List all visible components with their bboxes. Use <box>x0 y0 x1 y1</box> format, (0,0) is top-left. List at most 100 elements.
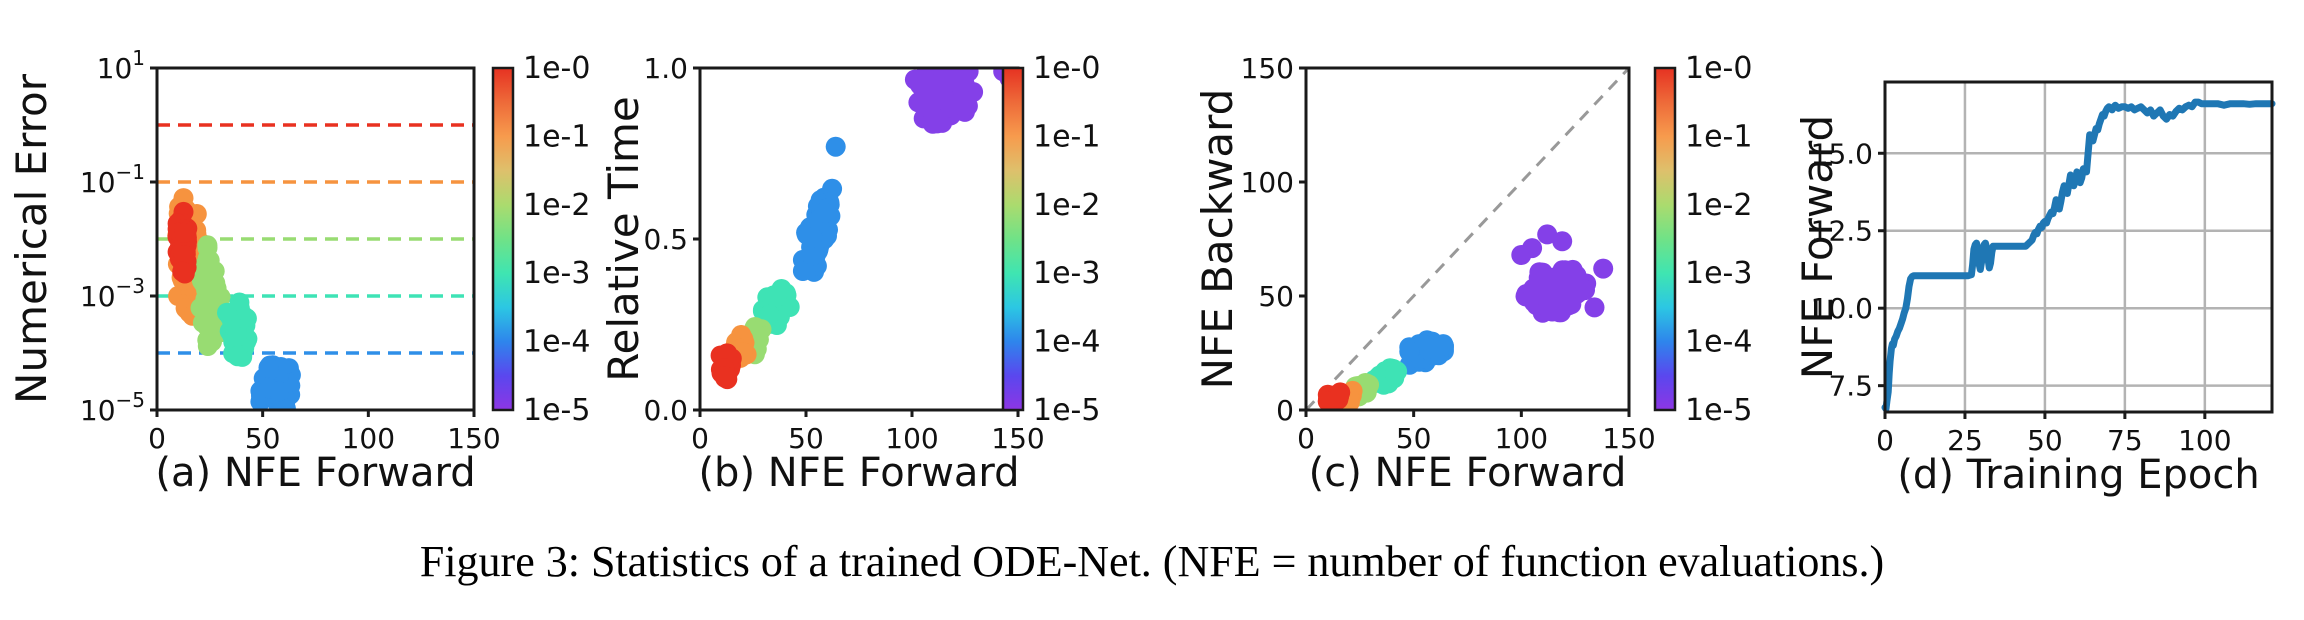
colorbar-labels: 1e-0 1e-1 1e-2 1e-3 1e-4 1e-5 <box>1685 51 1752 428</box>
cluster-tol-1e-5 <box>1511 224 1614 323</box>
y-tick-label: 0.0 <box>643 394 688 427</box>
x-tick-label: 50 <box>1396 422 1432 455</box>
y-tick-label: 100 <box>1241 166 1294 199</box>
x-axis-ticks: 0 50 100 150 <box>691 410 1045 455</box>
panel-a-chart: 0 50 100 150 101 10−1 10−3 10−5 (a) NFE Forward N… <box>7 46 590 496</box>
cluster-tol-1e-5 <box>904 68 1018 134</box>
y-tick-label: 12.5 <box>1811 215 1873 248</box>
x-axis-label: (c) NFE Forward <box>1309 450 1627 496</box>
colorbar-label: 1e-5 <box>523 393 590 428</box>
x-tick-label: 50 <box>245 422 281 455</box>
y-axis-label: Relative Time <box>600 96 648 382</box>
x-tick-label: 150 <box>447 422 500 455</box>
colorbar-label: 1e-0 <box>1033 51 1100 86</box>
colorbar-label: 1e-2 <box>523 188 590 223</box>
y-axis-ticks: 150 100 50 0 <box>1241 52 1306 427</box>
cluster-tol-1e-4 <box>792 136 846 282</box>
y-tick-label: 101 <box>97 46 145 85</box>
colorbar-label: 1e-0 <box>1685 51 1752 86</box>
y-tick-label: 7.5 <box>1828 370 1873 403</box>
x-axis-label: (d) Training Epoch <box>1897 452 2259 498</box>
colorbar-label: 1e-5 <box>1685 393 1752 428</box>
colorbar <box>1001 66 1025 412</box>
plot-border <box>1304 66 1631 412</box>
x-tick-label: 100 <box>1495 422 1548 455</box>
x-tick-label: 0 <box>1876 424 1894 457</box>
colorbar-label: 1e-5 <box>1033 393 1100 428</box>
panel-a-numerical-error-vs-nfe-forward: 0 50 100 150 101 10−1 10−3 10−5 (a) NFE Forward N… <box>0 0 600 500</box>
data-points <box>710 68 1018 390</box>
y-axis-label: Numerical Error <box>7 73 56 404</box>
cluster-tol-1e-4 <box>250 355 301 410</box>
x-tick-label: 150 <box>1602 422 1655 455</box>
x-tick-label: 150 <box>991 422 1044 455</box>
grid <box>1885 82 2272 412</box>
colorbar-label: 1e-3 <box>1685 256 1752 291</box>
colorbar-label: 1e-2 <box>1033 188 1100 223</box>
panel-b-chart: 0 50 100 150 1.0 0.5 0.0 (b) NFE Forward Relativ… <box>600 51 1100 496</box>
colorbar-label: 1e-2 <box>1685 188 1752 223</box>
y-axis-ticks: 15.0 12.5 10.0 7.5 <box>1811 137 1885 403</box>
diagonal-reference-line <box>1304 66 1631 412</box>
x-tick-label: 50 <box>788 422 824 455</box>
plot-border <box>1883 80 2274 414</box>
x-tick-label: 50 <box>2027 424 2063 457</box>
y-tick-label: 10−3 <box>80 274 145 313</box>
colorbar-label: 1e-4 <box>1033 325 1100 360</box>
y-tick-label: 10−5 <box>80 388 145 427</box>
x-tick-label: 75 <box>2107 424 2143 457</box>
y-tick-label: 0 <box>1276 394 1294 427</box>
x-tick-label: 0 <box>148 422 166 455</box>
colorbar <box>491 66 515 412</box>
x-tick-label: 100 <box>885 422 938 455</box>
colorbar-labels: 1e-0 1e-1 1e-2 1e-3 1e-4 1e-5 <box>1033 51 1100 428</box>
x-axis-ticks: 0 50 100 150 <box>1297 410 1656 455</box>
y-tick-label: 150 <box>1241 52 1294 85</box>
cluster-tol-1e-0 <box>710 343 742 390</box>
x-tick-label: 0 <box>691 422 709 455</box>
panel-c-nfe-backward-vs-nfe-forward: 0 50 100 150 150 100 50 0 (c) NFE Forward NFE Bac… <box>1190 0 1790 500</box>
y-tick-label: 1.0 <box>643 52 688 85</box>
x-axis-ticks: 0 25 50 75 100 <box>1876 412 2232 457</box>
x-tick-label: 0 <box>1297 422 1315 455</box>
colorbar-label: 1e-3 <box>523 256 590 291</box>
y-axis-ticks: 101 10−1 10−3 10−5 <box>80 46 157 427</box>
colorbar-label: 1e-0 <box>523 51 590 86</box>
data-points <box>167 188 301 410</box>
colorbar-label: 1e-1 <box>1685 119 1752 154</box>
cluster-tol-1e-0 <box>1317 382 1351 410</box>
colorbar-label: 1e-1 <box>523 119 590 154</box>
colorbar-label: 1e-4 <box>523 325 590 360</box>
colorbar <box>1653 66 1677 412</box>
colorbar-label: 1e-1 <box>1033 119 1100 154</box>
y-tick-label: 10−1 <box>80 160 145 199</box>
panel-b-relative-time-vs-nfe-forward: 0 50 100 150 1.0 0.5 0.0 (b) NFE Forward Relativ… <box>600 0 1190 500</box>
y-axis-label: NFE Forward <box>1793 115 1842 379</box>
colorbar-label: 1e-4 <box>1685 325 1752 360</box>
y-tick-label: 15.0 <box>1811 137 1873 170</box>
colorbar-labels: 1e-0 1e-1 1e-2 1e-3 1e-4 1e-5 <box>523 51 590 428</box>
data-points <box>1317 224 1614 410</box>
panel-d-chart: 0 25 50 75 100 15.0 12.5 10.0 7.5 (d) Training Ep… <box>1793 80 2276 498</box>
y-tick-label: 10.0 <box>1811 292 1873 325</box>
x-tick-label: 100 <box>2178 424 2231 457</box>
x-axis-ticks: 0 50 100 150 <box>148 410 501 455</box>
plot-border <box>155 66 476 412</box>
x-axis-label: (b) NFE Forward <box>698 450 1019 496</box>
cluster-tol-1e-0 <box>167 201 198 284</box>
y-tick-label: 0.5 <box>643 223 688 256</box>
x-axis-label: (a) NFE Forward <box>155 450 475 496</box>
y-axis-label: NFE Backward <box>1193 89 1242 390</box>
plots-row: 0 50 100 150 101 10−1 10−3 10−5 (a) NFE Forward N… <box>0 0 2304 500</box>
colorbar-label: 1e-3 <box>1033 256 1100 291</box>
x-tick-label: 100 <box>342 422 395 455</box>
y-axis-ticks: 1.0 0.5 0.0 <box>643 52 700 427</box>
y-tick-label: 50 <box>1258 280 1294 313</box>
cluster-tol-1e-3 <box>752 279 800 335</box>
panel-d-nfe-forward-vs-training-epoch: 0 25 50 75 100 15.0 12.5 10.0 7.5 (d) Training Ep… <box>1790 0 2304 500</box>
cluster-tol-1e-3 <box>217 292 258 367</box>
figure-caption: Figure 3: Statistics of a trained ODE-Ne… <box>419 536 1885 586</box>
trend-line <box>1881 98 2276 413</box>
